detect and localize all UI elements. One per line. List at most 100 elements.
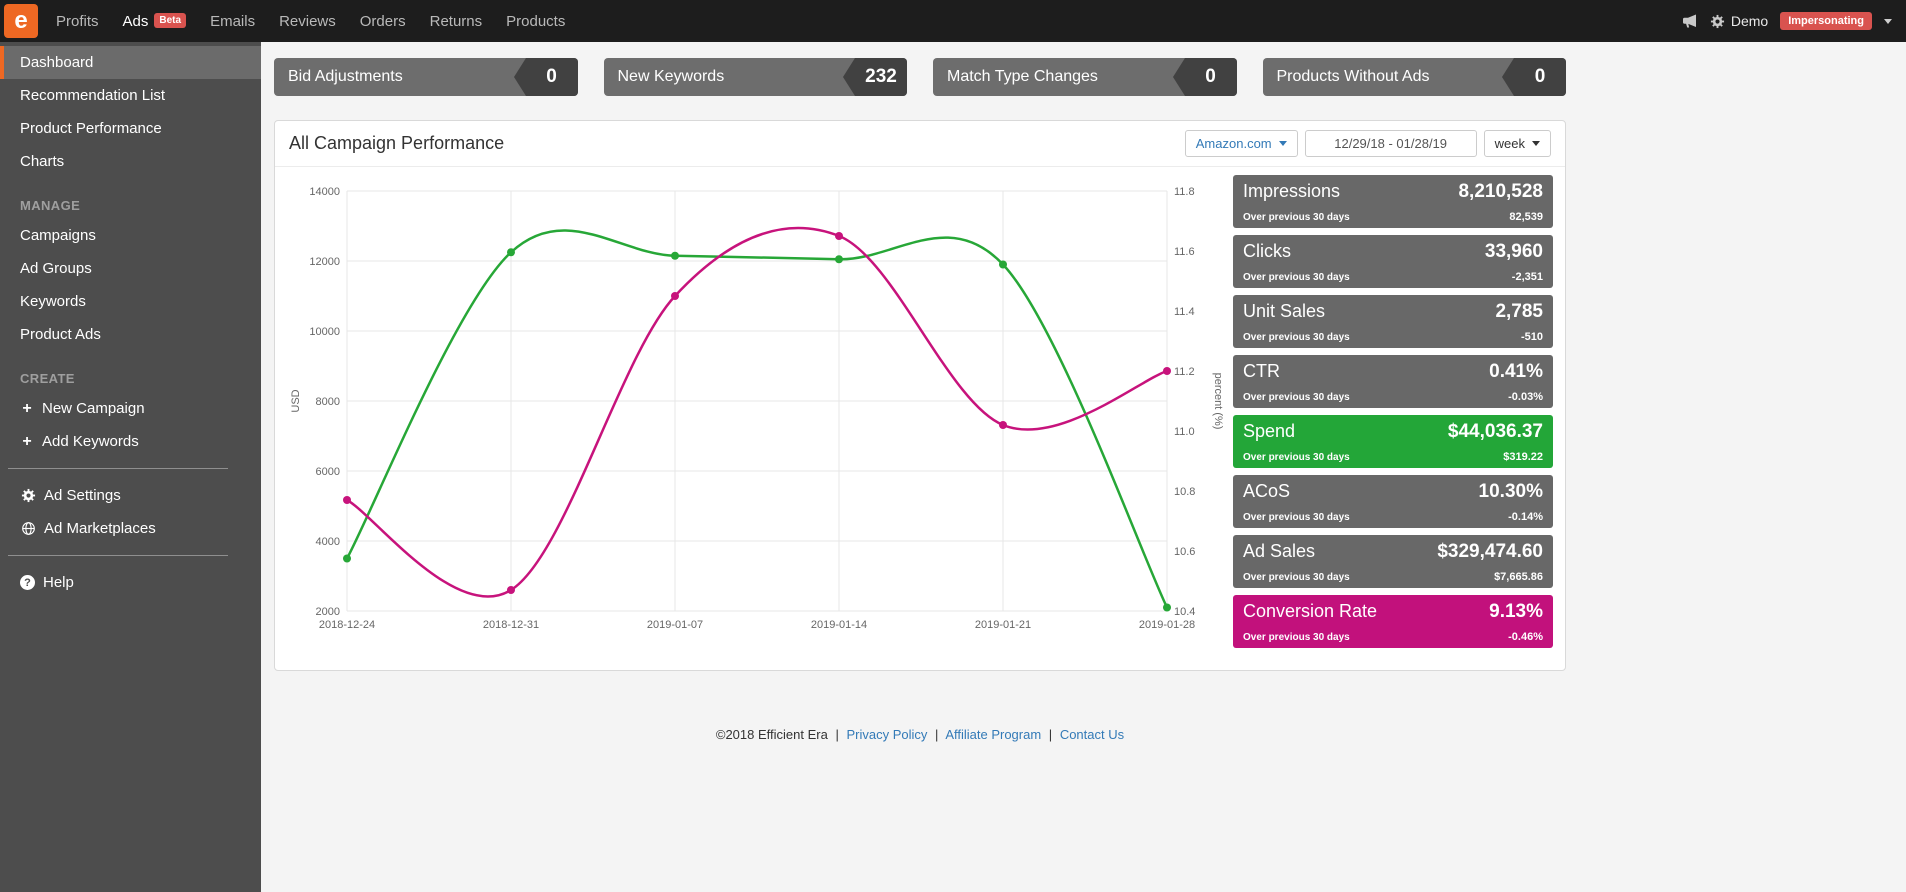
svg-text:USD: USD <box>290 389 302 412</box>
metric-card[interactable]: Clicks 33,960 Over previous 30 days -2,3… <box>1233 235 1553 288</box>
footer-link-affiliate-program[interactable]: Affiliate Program <box>945 727 1042 742</box>
svg-text:2000: 2000 <box>316 606 340 618</box>
svg-text:6000: 6000 <box>316 466 340 478</box>
metric-value: 8,210,528 <box>1458 181 1543 202</box>
nav-returns[interactable]: Returns <box>429 12 483 30</box>
metric-card[interactable]: Conversion Rate 9.13% Over previous 30 d… <box>1233 595 1553 648</box>
footer: ©2018 Efficient Era | Privacy Policy | A… <box>715 727 1125 742</box>
metric-card[interactable]: Impressions 8,210,528 Over previous 30 d… <box>1233 175 1553 228</box>
nav-ads-label: Ads <box>122 12 149 30</box>
sidebar-item-ad-groups[interactable]: Ad Groups <box>20 260 92 277</box>
svg-text:2018-12-24: 2018-12-24 <box>319 619 375 631</box>
footer-link-privacy-policy[interactable]: Privacy Policy <box>846 727 928 742</box>
nav-reviews[interactable]: Reviews <box>279 12 336 30</box>
metric-sublabel: Over previous 30 days <box>1243 632 1350 643</box>
metric-sublabel: Over previous 30 days <box>1243 572 1350 583</box>
action-card-count: 0 <box>1502 58 1566 96</box>
metric-delta: -510 <box>1520 331 1543 343</box>
sidebar-item-keywords[interactable]: Keywords <box>20 293 86 310</box>
date-range-input[interactable] <box>1304 130 1477 157</box>
metric-value: 33,960 <box>1484 241 1543 262</box>
metric-label: Spend <box>1243 421 1296 441</box>
nav-emails[interactable]: Emails <box>210 12 256 30</box>
plus-icon: + <box>22 432 32 450</box>
svg-text:10000: 10000 <box>309 326 340 338</box>
sidebar: Dashboard Recommendation List Product Pe… <box>0 42 261 892</box>
metric-sublabel: Over previous 30 days <box>1243 512 1350 523</box>
sidebar-item-product-ads[interactable]: Product Ads <box>20 326 101 343</box>
impersonating-badge: Impersonating <box>1780 12 1872 30</box>
svg-text:2019-01-07: 2019-01-07 <box>647 619 703 631</box>
metric-delta: 82,539 <box>1509 211 1543 223</box>
marketplace-dropdown[interactable]: Amazon.com <box>1184 130 1298 157</box>
metric-value: $329,474.60 <box>1437 541 1543 562</box>
action-card[interactable]: Match Type Changes 0 <box>933 58 1237 96</box>
svg-text:2019-01-21: 2019-01-21 <box>975 619 1031 631</box>
megaphone-icon[interactable] <box>1682 13 1698 29</box>
sidebar-item-charts[interactable]: Charts <box>20 153 65 170</box>
action-card[interactable]: Products Without Ads 0 <box>1262 58 1566 96</box>
sidebar-section-manage: MANAGE <box>20 198 81 213</box>
svg-text:2019-01-28: 2019-01-28 <box>1139 619 1195 631</box>
main-content: Bid Adjustments 0 New Keywords 232 Match… <box>261 42 1906 892</box>
metric-sublabel: Over previous 30 days <box>1243 332 1350 343</box>
globe-icon <box>20 521 36 536</box>
metric-cards-column: Impressions 8,210,528 Over previous 30 d… <box>1233 175 1553 658</box>
question-icon: ? <box>20 575 35 590</box>
metric-delta: -2,351 <box>1511 271 1543 283</box>
sidebar-item-dashboard[interactable]: Dashboard <box>0 46 261 79</box>
user-name: Demo <box>1730 13 1769 29</box>
nav-profits[interactable]: Profits <box>56 12 99 30</box>
action-card-count: 0 <box>513 58 578 96</box>
sidebar-item-add-keywords[interactable]: + Add Keywords <box>0 425 261 458</box>
sidebar-item-new-campaign[interactable]: + New Campaign <box>0 392 261 425</box>
metric-label: CTR <box>1243 361 1280 381</box>
sidebar-item-ad-marketplaces[interactable]: Ad Marketplaces <box>0 512 261 545</box>
action-card-count: 232 <box>843 58 907 96</box>
svg-text:2019-01-14: 2019-01-14 <box>811 619 867 631</box>
sidebar-item-help[interactable]: ? Help <box>0 566 261 599</box>
action-card-count: 0 <box>1172 58 1237 96</box>
nav-products[interactable]: Products <box>506 12 566 30</box>
metric-card[interactable]: Unit Sales 2,785 Over previous 30 days -… <box>1233 295 1553 348</box>
metric-card[interactable]: Ad Sales $329,474.60 Over previous 30 da… <box>1233 535 1553 588</box>
sidebar-item-recommendation-list[interactable]: Recommendation List <box>20 87 166 104</box>
svg-text:10.6: 10.6 <box>1174 546 1195 558</box>
sidebar-divider <box>8 468 228 469</box>
sidebar-divider <box>8 555 228 556</box>
action-card-label: Bid Adjustments <box>288 68 403 85</box>
metric-card[interactable]: CTR 0.41% Over previous 30 days -0.03% <box>1233 355 1553 408</box>
caret-down-icon[interactable] <box>1884 18 1892 24</box>
user-menu[interactable]: Demo <box>1710 13 1768 29</box>
metric-label: Impressions <box>1243 181 1341 201</box>
svg-text:4000: 4000 <box>316 536 340 548</box>
metric-card[interactable]: ACoS 10.30% Over previous 30 days -0.14% <box>1233 475 1553 528</box>
interval-dropdown[interactable]: week <box>1483 130 1551 157</box>
footer-link-contact-us[interactable]: Contact Us <box>1059 727 1125 742</box>
panel-header: All Campaign Performance Amazon.com week <box>275 121 1565 167</box>
metric-delta: $7,665.86 <box>1494 571 1543 583</box>
svg-text:11.4: 11.4 <box>1174 306 1195 318</box>
sidebar-item-ad-settings[interactable]: Ad Settings <box>0 479 261 512</box>
metric-delta: -0.46% <box>1508 631 1543 643</box>
nav-right-cluster: Demo Impersonating <box>1682 12 1906 30</box>
action-card-label: New Keywords <box>617 68 725 85</box>
sidebar-item-product-performance[interactable]: Product Performance <box>20 120 162 137</box>
gear-icon <box>1710 14 1725 29</box>
action-card[interactable]: New Keywords 232 <box>603 58 907 96</box>
svg-text:11.0: 11.0 <box>1174 426 1195 438</box>
nav-orders[interactable]: Orders <box>359 12 406 30</box>
sidebar-item-campaigns[interactable]: Campaigns <box>20 227 96 244</box>
nav-ads[interactable]: Ads Beta <box>111 0 199 42</box>
svg-text:2018-12-31: 2018-12-31 <box>483 619 539 631</box>
metric-value: $44,036.37 <box>1447 421 1543 442</box>
chevron-down-icon <box>1532 141 1540 146</box>
action-cards-row: Bid Adjustments 0 New Keywords 232 Match… <box>274 58 1566 96</box>
action-card-label: Products Without Ads <box>1276 68 1430 85</box>
app-logo[interactable]: e <box>4 4 38 38</box>
metric-label: Unit Sales <box>1243 301 1326 321</box>
metric-card[interactable]: Spend $44,036.37 Over previous 30 days $… <box>1233 415 1553 468</box>
action-card[interactable]: Bid Adjustments 0 <box>274 58 578 96</box>
metric-label: Clicks <box>1243 241 1291 261</box>
svg-text:11.6: 11.6 <box>1174 246 1195 258</box>
